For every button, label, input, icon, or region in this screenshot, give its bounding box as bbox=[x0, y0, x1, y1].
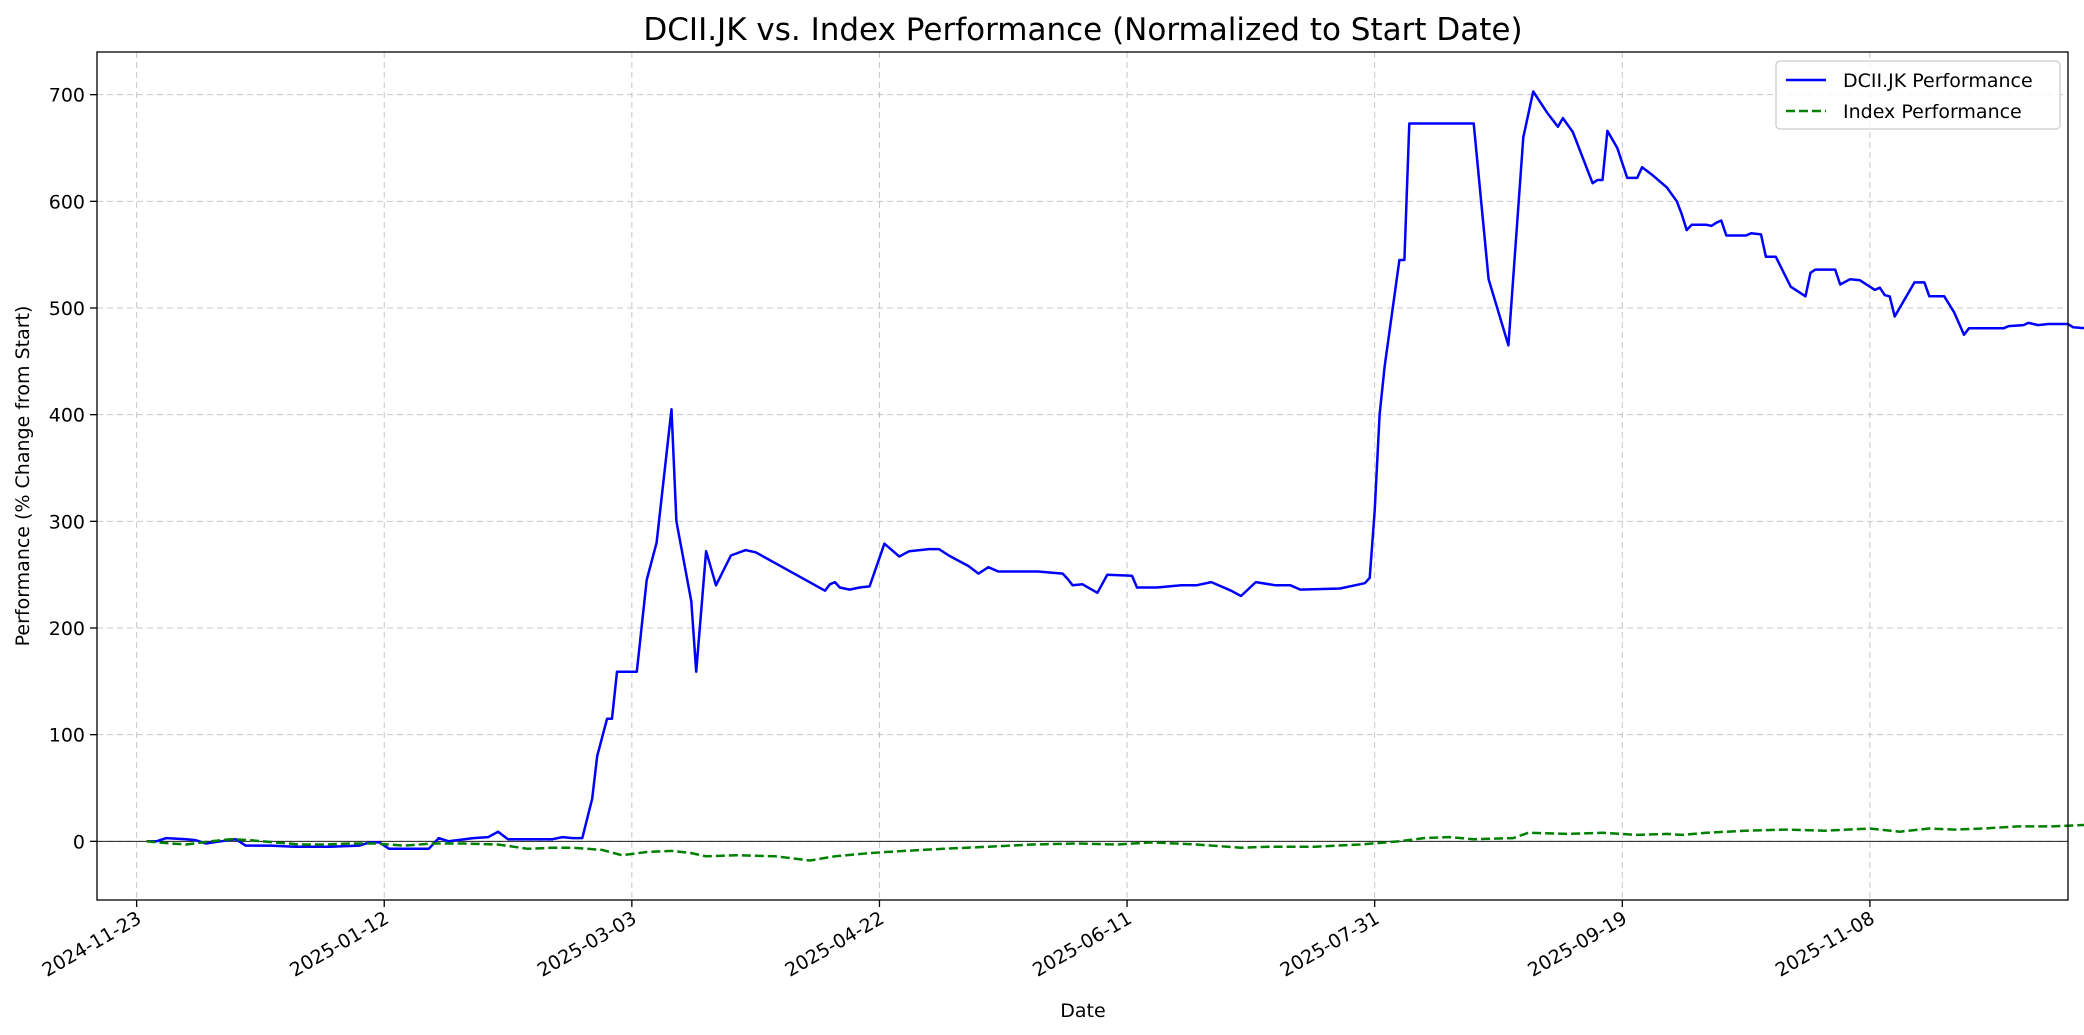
legend-label-index: Index Performance bbox=[1843, 101, 2022, 123]
chart-title: DCII.JK vs. Index Performance (Normalize… bbox=[643, 12, 1522, 48]
x-axis: 2024-11-23 2025-01-12 2025-03-03 2025-04-22… bbox=[38, 900, 1878, 982]
x-tick-label: 2025-06-11 bbox=[1029, 907, 1136, 981]
x-tick-label: 2025-01-12 bbox=[286, 907, 393, 981]
grid bbox=[97, 52, 2068, 900]
x-tick-label: 2025-07-31 bbox=[1277, 907, 1384, 981]
y-tick-label: 300 bbox=[49, 511, 85, 533]
x-tick-label: 2025-03-03 bbox=[534, 907, 641, 981]
y-tick-label: 200 bbox=[49, 618, 85, 640]
y-tick-label: 500 bbox=[49, 298, 85, 320]
x-tick-label: 2025-04-22 bbox=[781, 907, 888, 981]
y-tick-label: 700 bbox=[49, 85, 85, 107]
y-tick-label: 600 bbox=[49, 191, 85, 213]
y-tick-label: 100 bbox=[49, 725, 85, 747]
legend-box bbox=[1775, 60, 2061, 130]
series-layer bbox=[146, 90, 2084, 862]
y-tick-label: 400 bbox=[49, 405, 85, 427]
y-axis-label: Performance (% Change from Start) bbox=[12, 306, 34, 647]
x-tick-label: 2024-11-23 bbox=[38, 907, 145, 981]
y-tick-label: 0 bbox=[73, 831, 85, 853]
x-axis-label: Date bbox=[1060, 1000, 1105, 1022]
legend-label-stock: DCII.JK Performance bbox=[1843, 70, 2033, 92]
plot-frame bbox=[96, 51, 2069, 901]
legend: DCII.JK Performance Index Performance bbox=[1775, 60, 2061, 130]
x-tick-label: 2025-11-08 bbox=[1772, 907, 1879, 981]
x-tick-label: 2025-09-19 bbox=[1524, 907, 1631, 981]
series-line-index bbox=[146, 823, 2084, 862]
y-axis: 0 100 200 300 400 500 600 700 bbox=[49, 85, 97, 853]
series-line-stock bbox=[146, 90, 2084, 851]
